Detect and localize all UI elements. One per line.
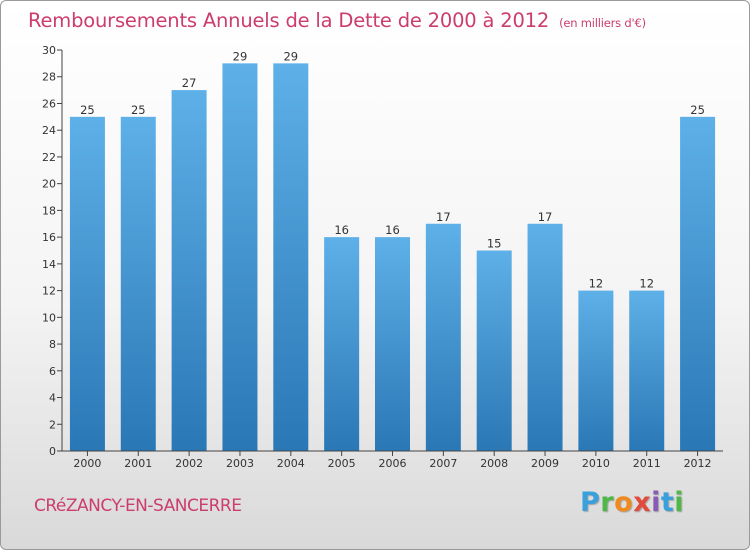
logo-letter: P — [580, 487, 601, 518]
x-tick-label: 2008 — [480, 457, 508, 470]
x-tick-label: 2000 — [73, 457, 101, 470]
city-name: CRéZANCY-EN-SANCERRE — [34, 496, 242, 516]
bar-2011 — [629, 290, 665, 451]
bars: 25 25 27 29 29 16 16 17 15 17 12 12 25 — [69, 49, 716, 451]
bar-2009 — [527, 223, 563, 451]
logo-letter: x — [633, 487, 652, 518]
x-tick-label: 2002 — [175, 457, 203, 470]
chart-title: Remboursements Annuels de la Dette de 20… — [28, 9, 646, 32]
bar-value-label: 27 — [182, 76, 197, 90]
x-tick-label: 2003 — [226, 457, 254, 470]
y-tick-label: 24 — [42, 124, 56, 137]
x-tick-label: 2006 — [379, 457, 407, 470]
logo-letter: i — [674, 487, 685, 518]
bar-value-label: 25 — [131, 103, 146, 117]
bar-2000 — [69, 116, 105, 451]
logo-letter: r — [600, 487, 615, 518]
logo-letter: i — [651, 487, 661, 518]
bar-value-label: 25 — [80, 103, 95, 117]
y-tick-label: 26 — [42, 97, 56, 110]
y-tick-label: 18 — [42, 204, 56, 217]
y-tick-label: 12 — [42, 285, 56, 298]
proxiti-logo: Proxiti — [580, 487, 684, 518]
bar-2002 — [171, 90, 207, 451]
x-tick-label: 2001 — [124, 457, 152, 470]
logo-letter: o — [614, 487, 634, 518]
y-tick-label: 8 — [49, 338, 56, 351]
x-tick-label: 2007 — [429, 457, 457, 470]
bar-2010 — [578, 290, 614, 451]
x-tick-label: 2004 — [277, 457, 305, 470]
bar-value-label: 29 — [233, 49, 248, 63]
x-tick-label: 2010 — [582, 457, 610, 470]
chart-title-text: Remboursements Annuels de la Dette de 20… — [28, 9, 550, 32]
y-tick-label: 4 — [49, 392, 56, 405]
y-tick-label: 28 — [42, 71, 56, 84]
y-tick-label: 10 — [42, 311, 56, 324]
bar-2012 — [680, 116, 716, 451]
logo-letter: t — [660, 487, 675, 518]
bar-value-label: 16 — [385, 223, 400, 237]
bar-2004 — [273, 63, 309, 451]
x-tick-label: 2005 — [328, 457, 356, 470]
y-tick-label: 2 — [49, 418, 56, 431]
bar-value-label: 15 — [487, 237, 502, 251]
y-tick-label: 14 — [42, 258, 56, 271]
y-tick-label: 0 — [49, 445, 56, 458]
bar-2001 — [120, 116, 156, 451]
y-tick-label: 6 — [49, 365, 56, 378]
bar-value-label: 29 — [283, 49, 298, 63]
y-tick-label: 16 — [42, 231, 56, 244]
bar-value-label: 17 — [538, 210, 553, 224]
x-tick-label: 2012 — [684, 457, 712, 470]
bar-value-label: 12 — [589, 277, 604, 291]
chart-unit: (en milliers d'€) — [559, 16, 646, 30]
x-tick-label: 2009 — [531, 457, 559, 470]
bar-value-label: 16 — [334, 223, 349, 237]
y-tick-label: 30 — [42, 44, 56, 57]
bar-value-label: 12 — [639, 277, 654, 291]
bar-value-label: 25 — [690, 103, 705, 117]
y-tick-label: 20 — [42, 178, 56, 191]
bar-value-label: 17 — [436, 210, 451, 224]
y-tick-label: 22 — [42, 151, 56, 164]
bar-2005 — [324, 237, 360, 451]
x-tick-label: 2011 — [633, 457, 661, 470]
bar-2007 — [425, 223, 461, 451]
bar-2008 — [476, 250, 512, 451]
bar-2006 — [375, 237, 410, 451]
bar-2003 — [222, 63, 258, 451]
x-axis: 2000 2001 2002 2003 2004 2005 2006 2007 2008 2009… — [62, 450, 723, 470]
